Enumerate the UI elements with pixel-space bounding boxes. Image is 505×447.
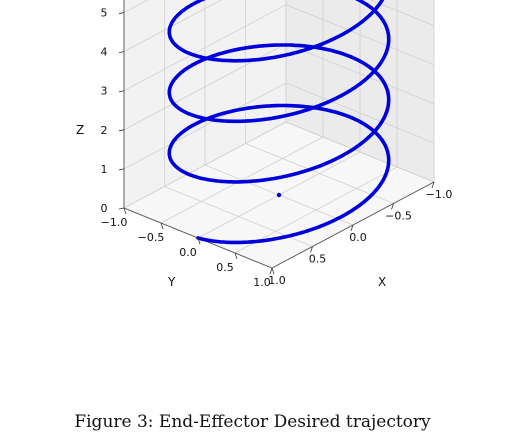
y-tick-label: 0.0 [179,246,197,259]
z-tick-label: 1 [101,163,108,176]
grid-line-z [123,4,435,92]
y-tick-mark [160,222,164,230]
x-tick-label: −1.0 [426,188,453,201]
x-tick-mark [391,203,394,210]
z-axis-label: Z [76,123,84,137]
y-tick-mark [234,252,238,260]
x-tick-label: 1.0 [268,274,286,287]
x-tick-mark [350,224,354,232]
grid-line-z [123,0,435,52]
x-tick-mark [310,246,313,253]
z-tick-label: 0 [101,202,108,215]
grid-line-z [123,82,435,170]
tick-labels: 1.0 0.5 0.0 −0.5 −1.0 −1.0 −0.5 0.0 0.5 1.0 0 1 2 3 4 5 [101,7,453,289]
z-tick-mark [118,90,125,93]
x-axis-label: X [378,275,386,289]
figure-caption: Figure 3: End-Effector Desired trajector… [74,412,431,432]
y-tick-mark [197,237,201,245]
grid-line-z [123,121,435,209]
y-tick-label: −1.0 [101,216,128,229]
z-tick-label: 2 [101,124,108,137]
z-tick-label: 5 [101,7,108,20]
y-axis-label: Y [167,275,176,289]
x-tick-label: 0.5 [309,253,327,266]
origin-point [276,192,282,198]
z-tick-label: 4 [101,46,108,59]
x-tick-label: −0.5 [385,210,412,223]
y-tick-label: −0.5 [138,231,165,244]
x-tick-mark [269,267,273,275]
z-tick-mark [118,207,125,210]
x-tick-label: 0.0 [349,231,367,244]
trajectory-series [167,0,391,245]
z-tick-mark [118,168,125,171]
y-tick-mark [123,207,127,215]
z-tick-mark [118,51,125,54]
y-tick-mark [271,267,275,275]
helix-trajectory-line [167,0,391,245]
y-tick-label: 1.0 [253,276,271,289]
z-tick-mark [118,12,125,14]
y-tick-label: 0.5 [216,261,234,274]
z-tick-label: 3 [101,85,108,98]
z-tick-mark [118,129,125,132]
chart-3d-plot: 1.0 0.5 0.0 −0.5 −1.0 −1.0 −0.5 0.0 0.5 1.0 0 1 2 3 4 5… [76,0,453,289]
x-tick-mark [431,181,435,189]
